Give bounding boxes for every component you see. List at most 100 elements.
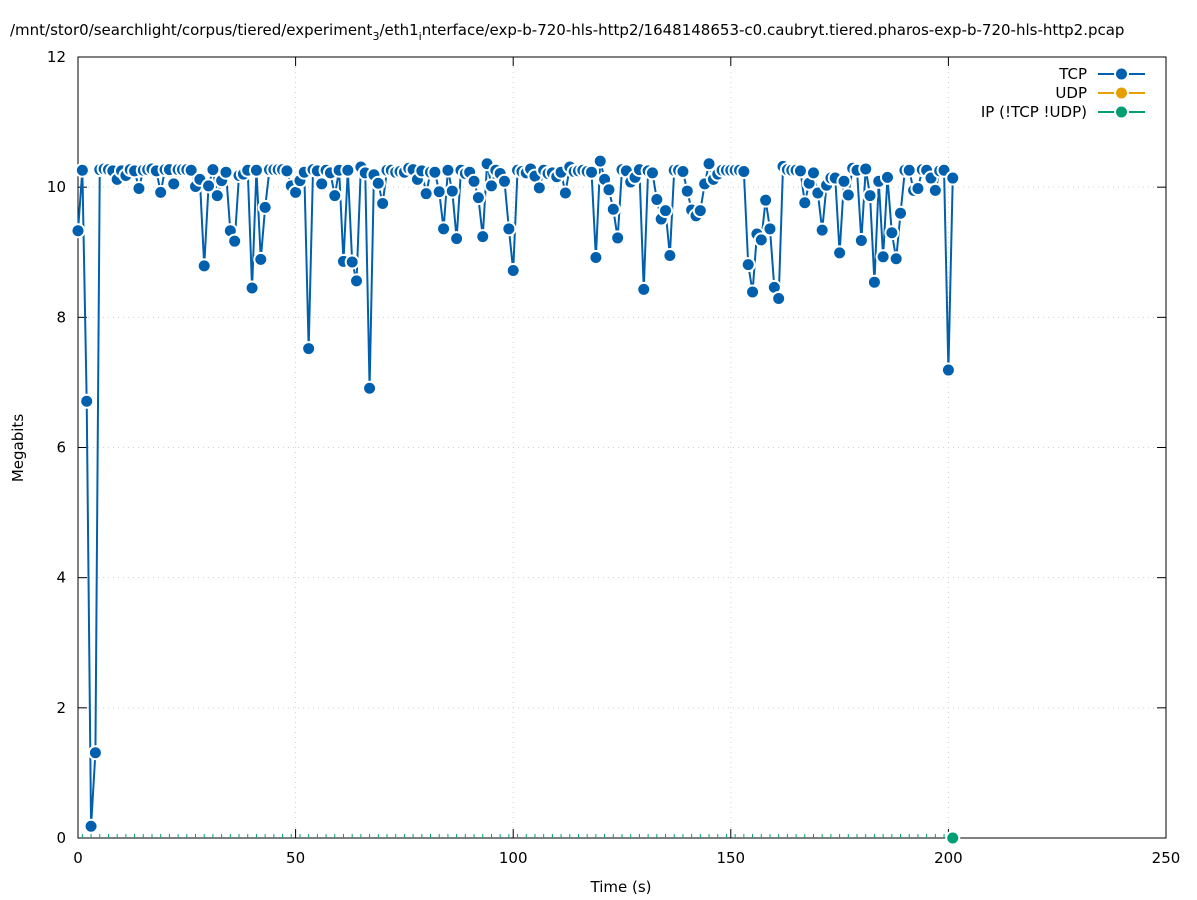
data-point	[888, 251, 904, 267]
x-axis-label: Time (s)	[590, 878, 652, 896]
data-point	[753, 232, 769, 248]
data-point	[836, 173, 852, 189]
data-point	[79, 393, 95, 409]
data-point	[840, 187, 856, 203]
y-tick-label: 6	[56, 439, 66, 457]
data-point	[205, 162, 221, 178]
data-point	[483, 178, 499, 194]
data-point	[879, 169, 895, 185]
data-point	[797, 195, 813, 211]
data-point	[901, 162, 917, 178]
data-point	[601, 182, 617, 198]
data-point	[70, 223, 86, 239]
y-tick-label: 10	[47, 178, 66, 196]
data-point	[344, 254, 360, 270]
data-point	[740, 257, 756, 273]
data-point	[475, 229, 491, 245]
data-point	[327, 188, 343, 204]
data-point	[314, 176, 330, 192]
data-point	[792, 163, 808, 179]
data-point	[866, 274, 882, 290]
data-point	[362, 380, 378, 396]
data-point	[244, 280, 260, 296]
ticks: 0 50 100 150 200 250 0 2 4 6 8 10 12	[47, 48, 1180, 867]
data-point	[814, 222, 830, 238]
data-point	[531, 180, 547, 196]
data-point	[584, 164, 600, 180]
legend-marker	[1114, 66, 1129, 82]
data-point	[557, 185, 573, 201]
y-tick-label: 12	[47, 48, 66, 66]
x-tick-label: 200	[934, 849, 963, 867]
data-point	[762, 221, 778, 237]
data-point	[945, 170, 961, 186]
data-point	[375, 195, 391, 211]
data-point	[927, 182, 943, 198]
data-point	[832, 245, 848, 261]
data-point	[649, 192, 665, 208]
data-point	[805, 165, 821, 181]
data-point	[418, 186, 434, 202]
data-point	[83, 818, 99, 834]
data-point	[862, 188, 878, 204]
data-point	[771, 290, 787, 306]
x-tick-label: 0	[73, 849, 83, 867]
data-point	[218, 164, 234, 180]
data-point	[758, 192, 774, 208]
data-point	[153, 184, 169, 200]
data-point	[644, 165, 660, 181]
series-2	[945, 830, 961, 846]
data-point	[248, 162, 264, 178]
data-point	[257, 199, 273, 215]
legend-marker	[1114, 85, 1129, 101]
data-point	[588, 249, 604, 265]
x-tick-label: 150	[716, 849, 745, 867]
data-point	[301, 341, 317, 357]
y-axis-label: Megabits	[9, 414, 27, 482]
x-tick-label: 250	[1152, 849, 1181, 867]
data-point	[692, 203, 708, 219]
data-point	[662, 248, 678, 264]
data-point	[431, 184, 447, 200]
data-point	[605, 201, 621, 217]
data-point	[858, 161, 874, 177]
data-point	[701, 156, 717, 172]
data-point	[436, 221, 452, 237]
data-point	[658, 203, 674, 219]
legend-label: UDP	[1055, 84, 1087, 102]
data-point	[853, 233, 869, 249]
x-tick-label: 50	[286, 849, 305, 867]
data-point	[610, 230, 626, 246]
y-tick-label: 0	[56, 829, 66, 847]
data-point	[196, 258, 212, 274]
x-tick-label: 100	[499, 849, 528, 867]
data-point	[736, 164, 752, 180]
data-point	[636, 281, 652, 297]
data-point	[449, 231, 465, 247]
data-point	[496, 173, 512, 189]
data-point	[945, 830, 961, 846]
data-point	[444, 183, 460, 199]
data-point	[884, 225, 900, 241]
data-point	[349, 273, 365, 289]
data-point	[592, 153, 608, 169]
y-tick-label: 8	[56, 308, 66, 326]
y-tick-label: 2	[56, 699, 66, 717]
data-point	[253, 251, 269, 267]
data-point	[74, 162, 90, 178]
data-point	[745, 284, 761, 300]
data-point	[166, 176, 182, 192]
data-point	[466, 173, 482, 189]
data-point	[201, 178, 217, 194]
data-point	[209, 188, 225, 204]
data-point	[131, 180, 147, 196]
data-point	[910, 180, 926, 196]
data-point	[893, 205, 909, 221]
data-point	[875, 249, 891, 265]
data-point	[505, 262, 521, 278]
data-point	[183, 162, 199, 178]
chart-title: /mnt/stor0/searchlight/corpus/tiered/exp…	[10, 21, 1124, 43]
data-point	[87, 745, 103, 761]
data-point	[370, 175, 386, 191]
